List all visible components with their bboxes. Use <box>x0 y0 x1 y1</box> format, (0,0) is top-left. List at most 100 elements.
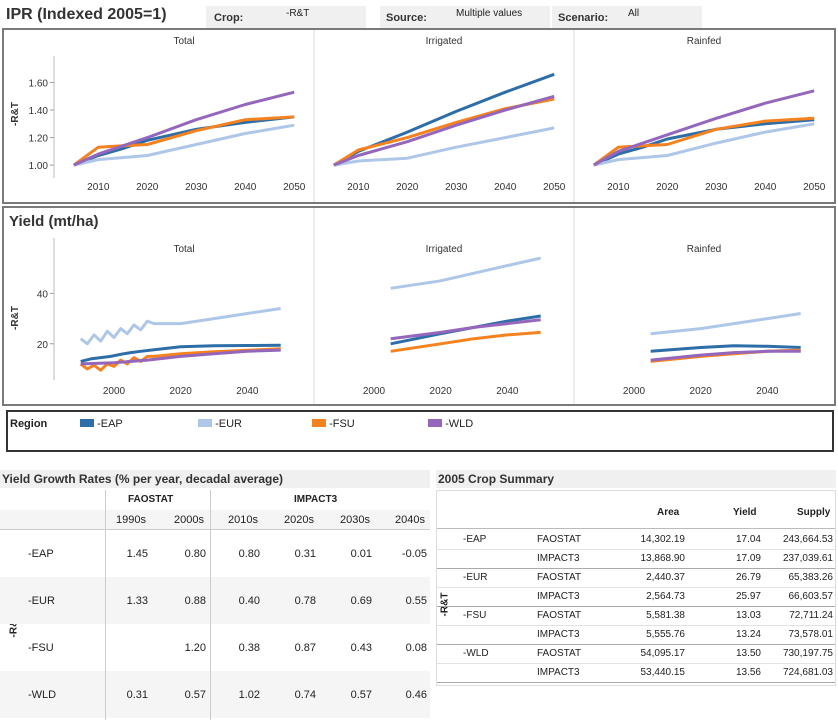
panel-subtitle: Total <box>173 244 194 255</box>
y-tick-label: 40 <box>37 289 49 300</box>
x-tick-label: 2020 <box>430 386 453 397</box>
growth-divider-2 <box>210 490 211 720</box>
row-value: 0.69 <box>350 595 372 607</box>
legend-swatch-wld <box>428 419 442 427</box>
row-value: 1.33 <box>126 595 148 607</box>
row-yield: 26.79 <box>735 572 761 583</box>
row-source: IMPACT3 <box>537 591 580 602</box>
source-filter-label: Source: <box>386 12 427 24</box>
growth-col-2020s: 2020s <box>284 514 314 526</box>
y-tick-label: 1.60 <box>29 79 49 90</box>
x-tick-label: 2010 <box>607 182 630 193</box>
row-value: 1.02 <box>238 689 260 701</box>
table-row: IMPACT3 2,564.73 25.97 66,603.57 <box>437 588 835 607</box>
x-tick-label: 2030 <box>705 182 728 193</box>
table-row: IMPACT3 5,555.76 13.24 73,578.01 <box>437 626 835 645</box>
panel-subtitle: Rainfed <box>687 36 721 47</box>
row-yield: 13.24 <box>735 629 761 640</box>
x-tick-label: 2020 <box>170 386 193 397</box>
legend-item-eur[interactable]: -EUR <box>198 418 242 430</box>
row-source: FAOSTAT <box>537 572 582 583</box>
y-tick-label: 1.20 <box>29 134 49 145</box>
series-line-eur[interactable] <box>390 256 542 290</box>
x-tick-label: 2010 <box>87 182 110 193</box>
growth-col-2040s: 2040s <box>395 514 425 526</box>
table-row: -EUR FAOSTAT 2,440.37 26.79 65,383.26 <box>437 569 835 588</box>
summary-col-supply: Supply <box>797 507 831 518</box>
legend-item-wld[interactable]: -WLD <box>428 418 473 430</box>
row-supply: 65,383.26 <box>788 572 834 583</box>
series-line-wld[interactable] <box>80 348 281 366</box>
table-row: -EAP 1.45 0.80 0.80 0.31 0.01 -0.05 <box>0 530 430 577</box>
series-line-eur[interactable] <box>650 312 801 336</box>
row-yield: 25.97 <box>735 591 761 602</box>
filter-bar: IPR (Indexed 2005=1) Crop: -R&T Source: … <box>0 0 838 30</box>
growth-divider <box>105 490 106 720</box>
yield-title: Yield (mt/ha) <box>9 213 99 230</box>
series-line-eur[interactable] <box>79 307 281 346</box>
row-value: 0.55 <box>405 595 427 607</box>
x-tick-label: 2040 <box>754 182 777 193</box>
x-tick-label: 2040 <box>236 386 259 397</box>
row-supply: 724,681.03 <box>782 667 833 678</box>
series-line-fsu[interactable] <box>390 330 541 353</box>
series-line-wld[interactable] <box>650 349 801 362</box>
x-tick-label: 2020 <box>136 182 159 193</box>
row-value: -0.05 <box>401 548 427 560</box>
legend-label-eur: -EUR <box>215 418 242 430</box>
legend-label-eap: -EAP <box>97 418 123 430</box>
row-value: 0.57 <box>350 689 372 701</box>
series-line-fsu[interactable] <box>592 116 815 167</box>
series-line-wld[interactable] <box>390 318 541 341</box>
series-line-fsu[interactable] <box>333 97 555 167</box>
panel-subtitle: Total <box>173 36 194 47</box>
table-row: -EAP FAOSTAT 14,302.19 17.04 243,664.53 <box>437 531 835 550</box>
source-filter[interactable]: Source: Multiple values <box>380 6 550 28</box>
crop-filter-value: -R&T <box>286 8 310 19</box>
series-line-eap[interactable] <box>80 343 281 363</box>
y-tick-label: 1.40 <box>29 106 49 117</box>
row-source: IMPACT3 <box>537 553 580 564</box>
source-filter-value: Multiple values <box>456 8 523 19</box>
row-region: -EUR <box>28 595 55 607</box>
row-value: 0.87 <box>294 642 316 654</box>
series-line-eap[interactable] <box>650 344 801 353</box>
summary-title-text: 2005 Crop Summary <box>438 472 555 486</box>
row-value: 0.80 <box>238 548 260 560</box>
x-tick-label: 2010 <box>347 182 370 193</box>
table-row: -WLD FAOSTAT 54,095.17 13.50 730,197.75 <box>437 645 835 664</box>
legend-item-eap[interactable]: -EAP <box>80 418 123 430</box>
row-area: 2,564.73 <box>646 591 685 602</box>
series-line-wld[interactable] <box>333 94 555 167</box>
series-line-fsu[interactable] <box>72 115 295 167</box>
row-source: FAOSTAT <box>537 610 582 621</box>
series-line-eur[interactable] <box>593 122 815 167</box>
yield-panel: Yield (mt/ha) Total 2000 2020 2040 Irrigated… <box>2 206 836 406</box>
row-area: 53,440.15 <box>640 667 686 678</box>
y-axis-label: -R&T <box>10 306 21 330</box>
x-tick-label: 2000 <box>363 386 386 397</box>
growth-col-2030s: 2030s <box>340 514 370 526</box>
row-region: -EAP <box>463 534 487 545</box>
table-row: -FSU FAOSTAT 5,581.38 13.03 72,711.24 <box>437 607 835 626</box>
scenario-filter[interactable]: Scenario: All <box>552 6 702 28</box>
scenario-filter-label: Scenario: <box>558 12 609 24</box>
panel-subtitle: Irrigated <box>426 36 463 47</box>
series-line-eap[interactable] <box>593 118 815 167</box>
row-source: IMPACT3 <box>537 667 580 678</box>
row-value: 0.01 <box>350 548 372 560</box>
row-value: 0.74 <box>294 689 316 701</box>
series-line-wld[interactable] <box>593 89 815 167</box>
row-value: 0.46 <box>405 689 427 701</box>
x-tick-label: 2020 <box>656 182 679 193</box>
row-value: 0.88 <box>184 595 206 607</box>
row-supply: 72,711.24 <box>789 610 833 621</box>
legend-item-fsu[interactable]: -FSU <box>312 418 355 430</box>
series-line-eur[interactable] <box>73 123 295 167</box>
row-yield: 13.56 <box>735 667 761 678</box>
table-row: IMPACT3 53,440.15 13.56 724,681.03 <box>437 664 835 683</box>
series-line-eur[interactable] <box>333 126 555 167</box>
series-line-wld[interactable] <box>73 90 295 167</box>
crop-filter[interactable]: Crop: -R&T <box>206 6 366 28</box>
